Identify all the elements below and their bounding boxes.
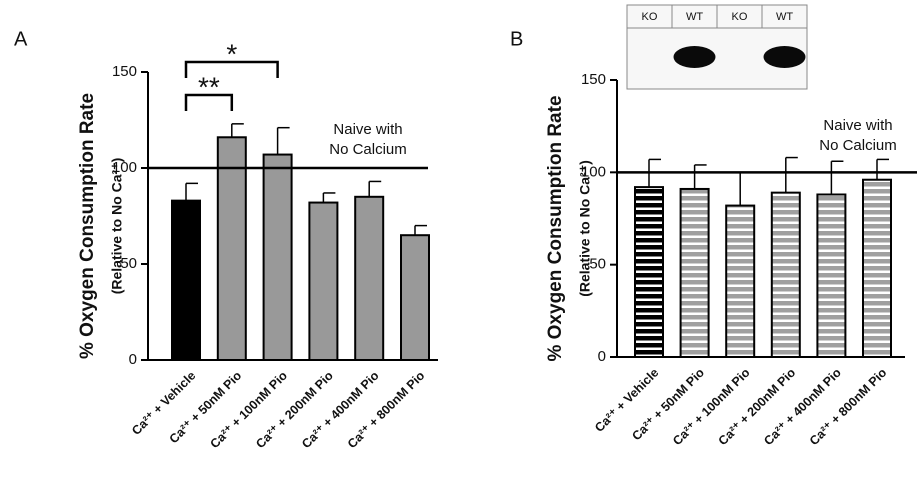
x-tick-label: Ca²⁺ + 800nM Pio	[345, 368, 428, 451]
x-tick-label: Ca²⁺ + 200nM Pio	[253, 368, 336, 451]
x-tick-label: Ca²⁺ + 200nM Pio	[716, 365, 799, 448]
bar	[355, 197, 383, 360]
panel-letter: A	[14, 28, 28, 50]
y-tick-label: 150	[581, 71, 606, 88]
bar	[401, 235, 429, 360]
y-axis-label: % Oxygen Consumption Rate	[545, 95, 566, 361]
bar	[309, 203, 337, 360]
reference-label: No Calcium	[819, 137, 897, 154]
bar	[772, 193, 800, 357]
bar	[681, 189, 709, 357]
y-tick-label: 150	[112, 63, 137, 80]
x-tick-label: Ca²⁺ + 400nM Pio	[761, 365, 844, 448]
reference-label: No Calcium	[329, 141, 407, 158]
x-tick-label: Ca²⁺ + 400nM Pio	[299, 368, 382, 451]
page: A050100150% Oxygen Consumption Rate(Rela…	[0, 0, 919, 485]
blot-lane-label: KO	[732, 11, 748, 23]
blot-band	[674, 46, 716, 68]
bar	[726, 206, 754, 357]
bar	[863, 180, 891, 357]
bar	[218, 137, 246, 360]
bar	[817, 194, 845, 357]
panel-letter: B	[510, 28, 523, 50]
y-tick-label: 0	[598, 348, 606, 365]
y-axis-sublabel: (Relative to No Ca²⁺)	[577, 160, 593, 297]
reference-label: Naive with	[333, 121, 402, 138]
blot-lane-label: KO	[642, 11, 658, 23]
blot-lane-label: WT	[686, 11, 703, 23]
x-tick-label: Ca²⁺ + 100nM Pio	[670, 365, 753, 448]
x-tick-label: Ca²⁺ + 800nM Pio	[807, 365, 890, 448]
blot-lane-label: WT	[776, 11, 793, 23]
significance-label: *	[226, 38, 237, 69]
bar	[635, 187, 663, 357]
y-axis-sublabel: (Relative to No Ca²⁺)	[109, 158, 125, 295]
figure: A050100150% Oxygen Consumption Rate(Rela…	[0, 0, 919, 485]
y-axis-label: % Oxygen Consumption Rate	[77, 93, 98, 359]
x-tick-label: Ca²⁺ + 100nM Pio	[207, 368, 290, 451]
y-tick-label: 0	[129, 351, 137, 368]
significance-label: **	[198, 71, 220, 102]
reference-label: Naive with	[823, 117, 892, 134]
bar	[172, 201, 200, 360]
blot-band	[764, 46, 806, 68]
bar	[264, 155, 292, 360]
